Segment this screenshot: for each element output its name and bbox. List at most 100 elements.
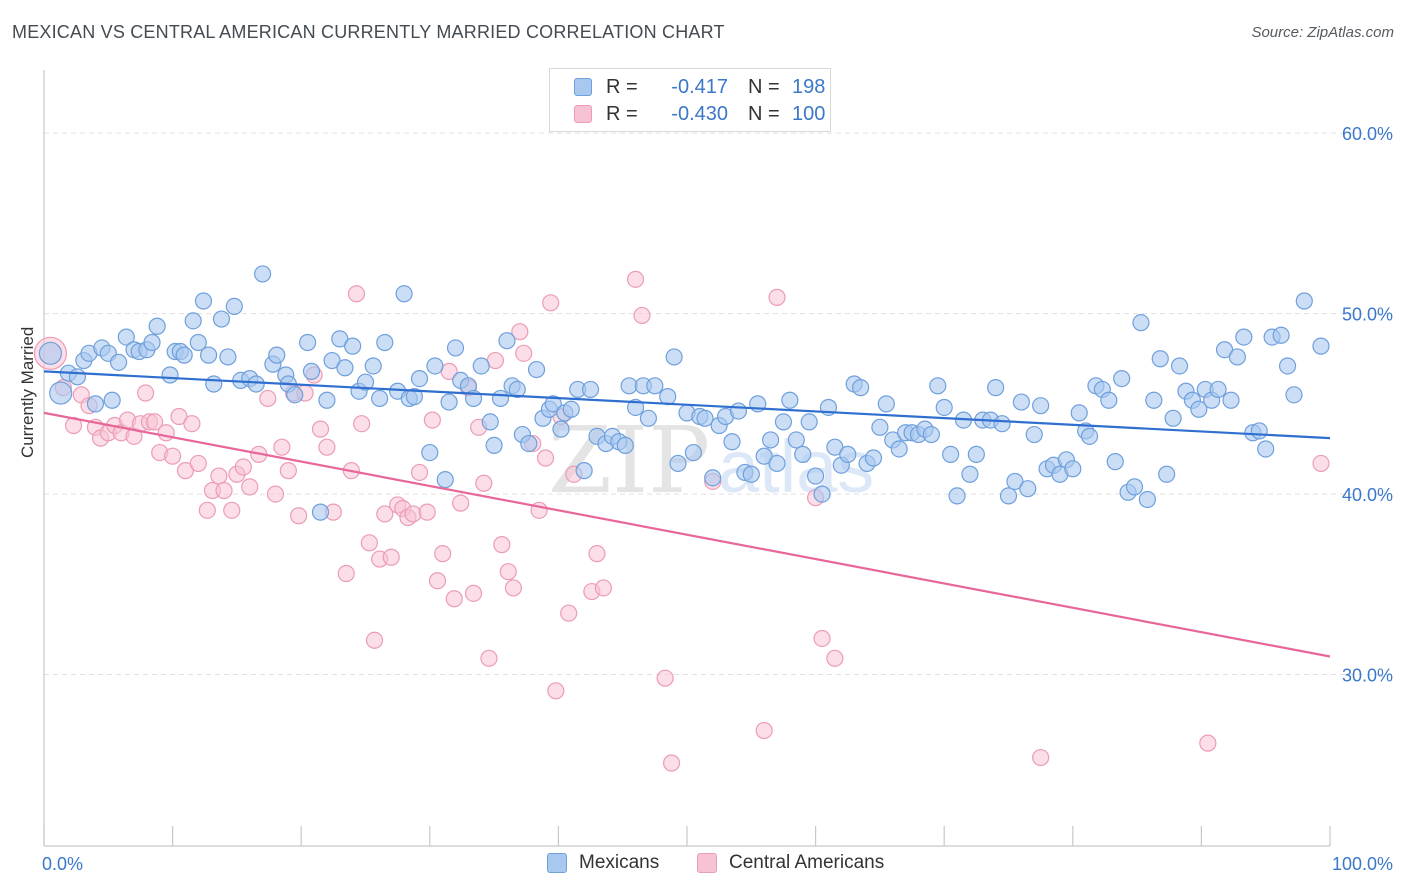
- legend-item-mexicans[interactable]: Mexicans: [547, 852, 659, 874]
- mexican-point: [520, 434, 538, 453]
- central-american-point: [376, 505, 394, 523]
- mexican-point: [421, 443, 439, 462]
- central-american-point: [189, 454, 207, 473]
- mexican-point: [813, 485, 831, 503]
- mexican-point: [311, 503, 330, 521]
- central-american-point: [633, 306, 651, 325]
- mexican-point: [148, 317, 166, 335]
- source-label: Source: ZipAtlas.com: [1251, 24, 1394, 41]
- mexican-point: [839, 445, 857, 463]
- mexican-point: [1250, 422, 1268, 440]
- mexican-point: [344, 337, 362, 355]
- mexican-point: [175, 346, 193, 364]
- mexican-point: [684, 443, 703, 462]
- mexican-point: [405, 388, 423, 406]
- central-american-point: [547, 682, 565, 700]
- series-legend: Mexicans Central Americans: [0, 852, 1406, 878]
- mexican-point: [1080, 427, 1099, 445]
- mexican-point: [999, 487, 1018, 505]
- central-american-point: [266, 485, 285, 503]
- legend-label-central-americans: Central Americans: [729, 852, 885, 873]
- mexican-point: [225, 297, 243, 316]
- mexican-point: [1012, 393, 1030, 411]
- mexican-point: [1285, 386, 1303, 404]
- mexican-point: [575, 462, 593, 480]
- central-american-point: [418, 503, 436, 521]
- central-american-point: [428, 572, 447, 590]
- mexican-point: [1070, 404, 1088, 422]
- mexican-point: [481, 413, 499, 431]
- mexican-point: [544, 395, 562, 413]
- mexican-point: [987, 379, 1005, 397]
- central-americans-points: [33, 270, 1330, 772]
- central-american-point: [410, 463, 429, 482]
- mexican-point: [1278, 357, 1297, 375]
- mexican-point: [1113, 369, 1131, 388]
- central-american-point: [382, 548, 400, 566]
- mexican-point: [755, 447, 773, 465]
- central-american-point: [404, 505, 422, 523]
- mexican-point: [1215, 341, 1234, 359]
- mexican-point: [331, 330, 349, 348]
- y-tick-label: 40.0%: [1342, 485, 1393, 505]
- central-american-point: [542, 294, 560, 312]
- x-tick-labels: 0.0% 100.0%: [42, 854, 1393, 874]
- mexican-point: [189, 333, 207, 352]
- central-american-point: [157, 424, 175, 442]
- central-american-point: [337, 564, 355, 583]
- mexican-point: [395, 285, 413, 303]
- mexican-point: [143, 333, 161, 352]
- legend-r-value: -0.417: [671, 75, 728, 98]
- legend-r-label: R =: [606, 102, 638, 125]
- mexican-point: [426, 357, 444, 375]
- mexican-point: [669, 454, 687, 473]
- central-american-point: [164, 447, 182, 465]
- mexican-point: [376, 333, 394, 352]
- mexican-point: [49, 381, 73, 405]
- mexican-point: [268, 346, 286, 364]
- legend-row-mexicans: R = -0.417 N = 198: [574, 74, 825, 100]
- mexicans-points: [38, 265, 1330, 521]
- mexican-point: [1132, 314, 1150, 332]
- y-tick-label: 60.0%: [1342, 124, 1393, 144]
- mexican-point: [527, 360, 546, 379]
- mexican-point: [254, 265, 272, 283]
- mexican-point: [1228, 348, 1247, 366]
- mexican-point: [1295, 292, 1313, 310]
- central-american-point: [515, 344, 533, 362]
- x-tick-label: 100.0%: [1332, 854, 1393, 874]
- central-american-point: [1032, 748, 1050, 767]
- mexican-point: [1100, 391, 1118, 409]
- y-tick-label: 50.0%: [1342, 305, 1393, 325]
- mexican-point: [626, 398, 645, 417]
- mexican-point: [336, 359, 354, 377]
- mexican-point: [852, 379, 870, 397]
- central-american-point: [183, 415, 201, 433]
- mexican-point: [436, 471, 454, 489]
- mexican-point: [552, 420, 570, 438]
- y-axis-title: Currently Married: [18, 326, 37, 458]
- mexican-point: [1032, 397, 1050, 415]
- mexican-point: [1190, 400, 1208, 418]
- mexican-point: [508, 380, 526, 399]
- mexican-point: [440, 393, 458, 411]
- central-american-point: [536, 449, 555, 467]
- trend-lines: [43, 370, 1331, 658]
- mexican-point: [200, 346, 218, 364]
- central-americans-trend-line: [43, 411, 1331, 658]
- central-american-point: [170, 407, 188, 426]
- central-american-point: [813, 629, 831, 648]
- mexican-point: [472, 357, 490, 375]
- central-american-point: [347, 285, 366, 303]
- mexican-point: [723, 433, 741, 451]
- legend-n-value: 198: [792, 75, 826, 98]
- central-american-point: [198, 501, 216, 519]
- mexican-point: [787, 431, 805, 449]
- mexican-point: [806, 467, 825, 485]
- central-american-point: [360, 534, 378, 552]
- central-american-point: [475, 474, 493, 492]
- mexican-point: [877, 395, 895, 413]
- central-american-point: [560, 604, 578, 622]
- mexican-point: [117, 328, 135, 346]
- legend-item-central-americans[interactable]: Central Americans: [697, 852, 884, 874]
